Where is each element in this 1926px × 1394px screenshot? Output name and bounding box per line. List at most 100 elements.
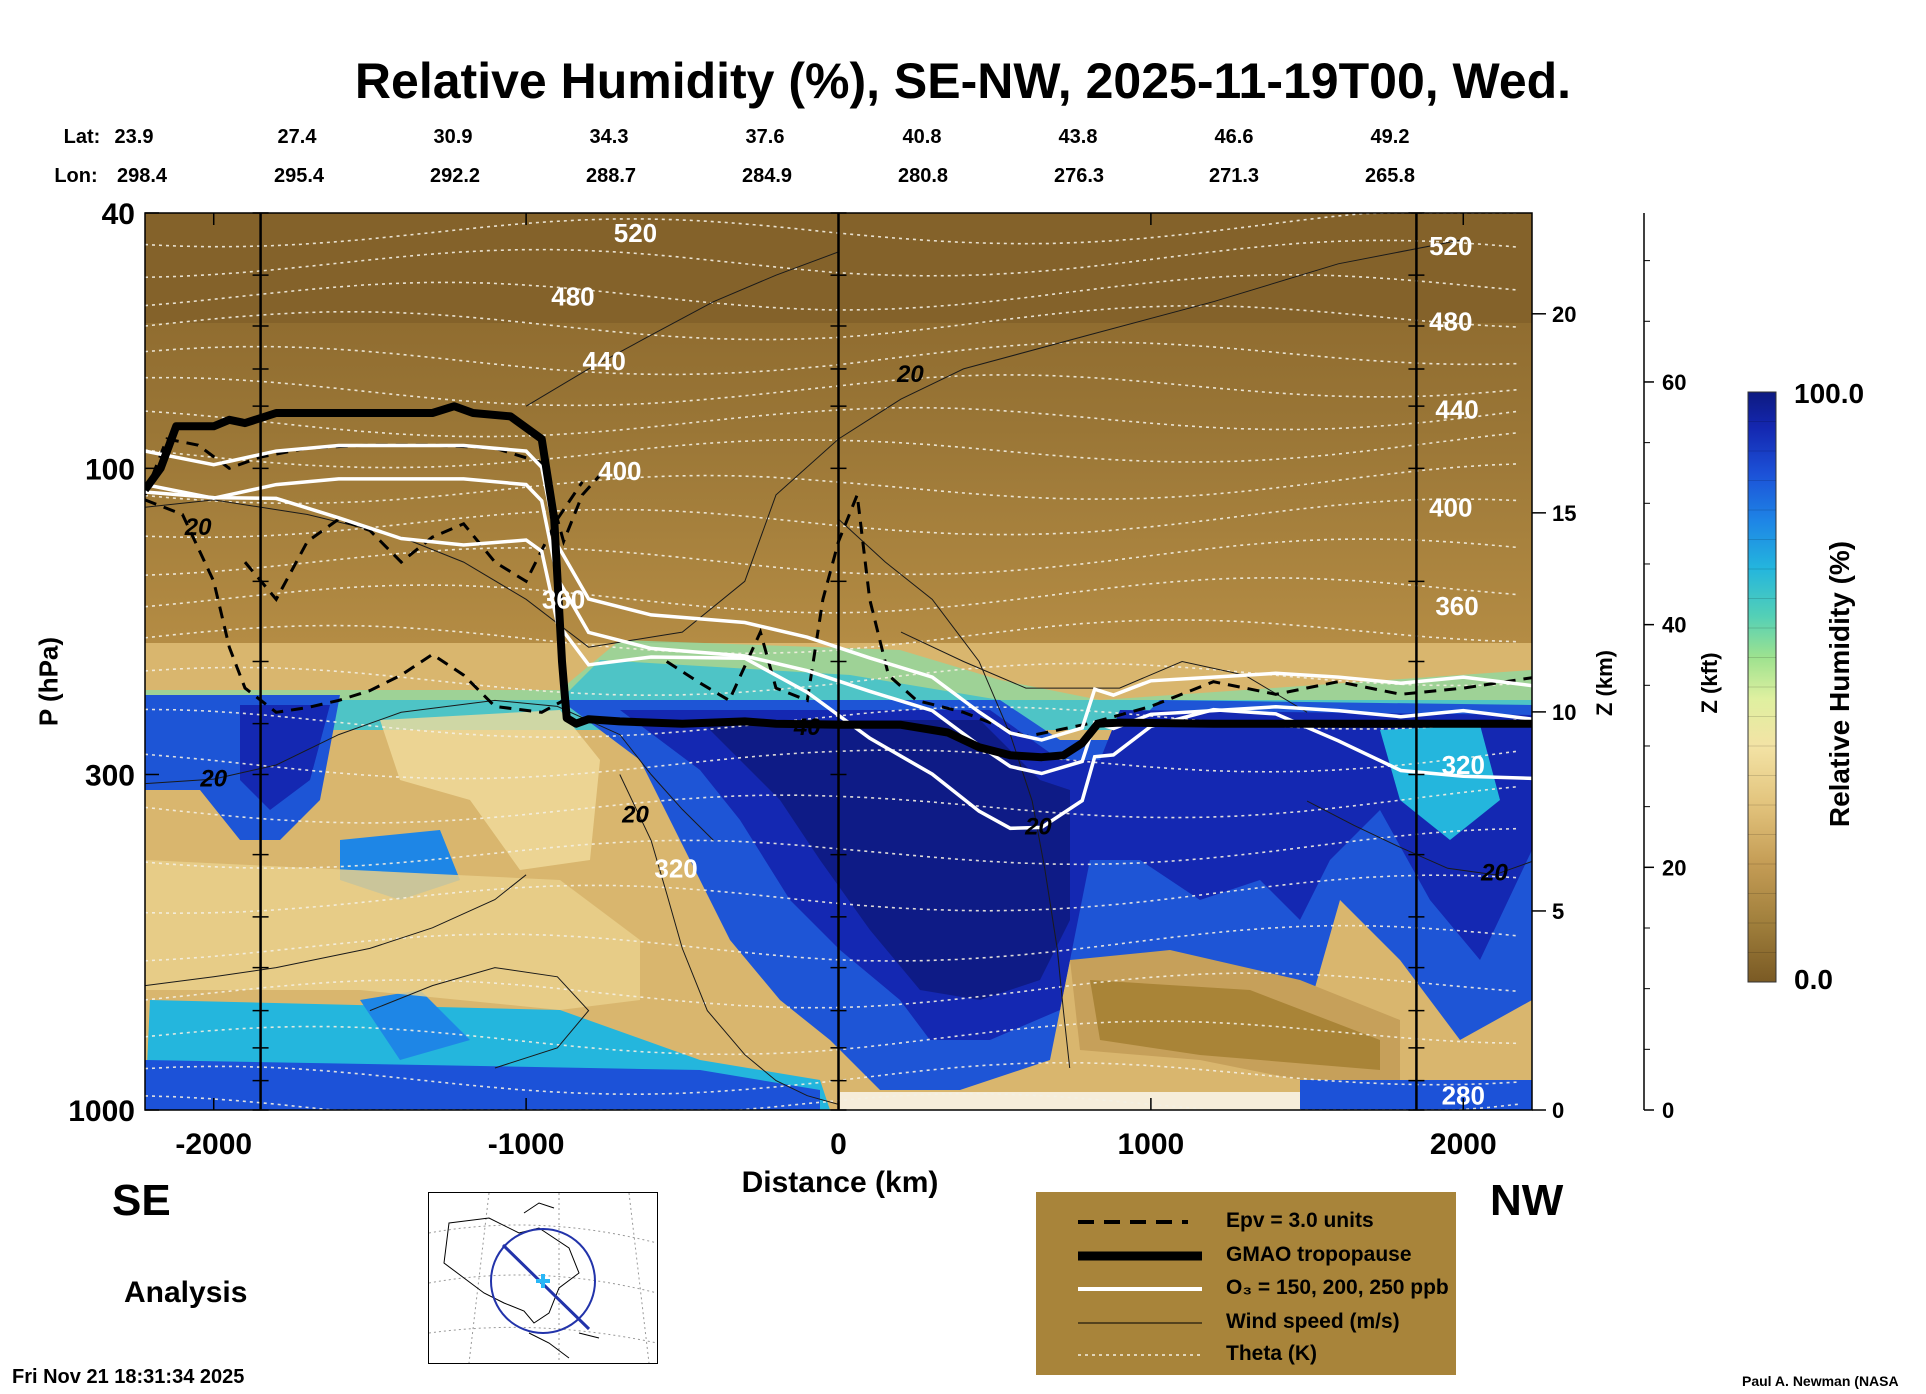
lon-value: 288.7 (585, 165, 637, 187)
x-tick-label: 0 (830, 1128, 847, 1161)
colorbar-label: Relative Humidity (%) (1824, 540, 1855, 828)
theta-label: 400 (1429, 492, 1472, 522)
wind-label: 20 (184, 514, 212, 541)
z-km-axis-title: Z (km) (1570, 650, 1630, 716)
zkft-tick-label: 0 (1662, 1098, 1674, 1123)
z-kft-label: Z (kft) (1697, 652, 1722, 714)
lat-label: Lat: (63, 126, 101, 148)
lat-value: 37.6 (745, 126, 785, 148)
wind-label: 20 (621, 801, 649, 828)
x-tick-label: -1000 (488, 1128, 565, 1161)
legend-label-wind: Wind speed (m/s) (1226, 1310, 1400, 1333)
lat-value: 43.8 (1058, 126, 1098, 148)
colorbar (1747, 391, 1777, 983)
theta-contour (145, 1092, 1520, 1110)
ozone-contour (145, 477, 1532, 776)
epv-contour (145, 437, 603, 547)
colorbar-bands (1748, 421, 1776, 953)
x-tick-label: 2000 (1430, 1128, 1497, 1161)
z-kft-axis-title: Z (kft) (1675, 650, 1735, 713)
se-label: SE (112, 1176, 171, 1225)
ozone-contours (145, 443, 1532, 831)
theta-contour (145, 972, 1520, 1009)
lon-value: 280.8 (897, 165, 949, 187)
ozone-contour (145, 443, 1532, 742)
epv-contour (665, 494, 1532, 739)
legend-box: Epv = 3.0 units GMAO tropopause O₃ = 150… (1036, 1192, 1456, 1375)
lat-value: 23.9 (114, 126, 154, 148)
epv-contours (145, 437, 1532, 739)
theta-label: 320 (1442, 750, 1485, 780)
legend-label-theta: Theta (K) (1226, 1342, 1317, 1365)
zkft-tick-label: 40 (1662, 613, 1686, 638)
legend-swatches (1078, 1220, 1202, 1356)
zkm-tick-label: 5 (1552, 899, 1564, 924)
wind-label: 20 (1480, 860, 1508, 887)
wind-contour (145, 699, 714, 841)
theta-label: 480 (551, 282, 594, 312)
credit: Paul A. Newman (NASA (1742, 1373, 1899, 1389)
theta-label: 360 (1435, 591, 1478, 621)
theta-contour (145, 273, 1520, 311)
zkm-tick-label: 20 (1552, 302, 1576, 327)
lon-value: 298.4 (116, 165, 168, 187)
lon-value: 295.4 (273, 165, 325, 187)
theta-contour (145, 538, 1520, 576)
colorbar-title: Relative Humidity (%) (1810, 541, 1870, 827)
theta-label: 520 (1429, 231, 1472, 261)
legend-label-ozone: O₃ = 150, 200, 250 ppb (1226, 1276, 1449, 1299)
legend-label-tropopause: GMAO tropopause (1226, 1243, 1412, 1266)
theta-contours (145, 213, 1520, 1110)
wind-contour (525, 251, 839, 407)
lon-value: 271.3 (1208, 165, 1260, 187)
theta-contour (145, 431, 1520, 469)
theta-contour (145, 827, 1520, 870)
theta-contour (145, 239, 1520, 279)
lon-value: 292.2 (429, 165, 481, 187)
theta-contour (145, 341, 1520, 376)
x-axis-title: Distance (km) (741, 1166, 939, 1199)
lon-value: 276.3 (1053, 165, 1105, 187)
lat-value: 49.2 (1370, 126, 1410, 148)
z-km-label: Z (km) (1592, 650, 1617, 716)
inset-map (428, 1192, 658, 1364)
chart-title: Relative Humidity (%), SE-NW, 2025-11-19… (354, 53, 1572, 109)
theta-label: 400 (598, 456, 641, 486)
theta-label: 440 (1435, 395, 1478, 425)
tropopause-curve (145, 402, 1532, 762)
legend-label-epv: Epv = 3.0 units (1226, 1209, 1374, 1232)
theta-contour (145, 498, 1520, 539)
lon-row: Lon: 298.4 295.4 292.2 288.7 284.9 280.8… (0, 165, 1926, 191)
wind-contour (369, 967, 590, 1069)
zkft-tick-label: 60 (1662, 370, 1686, 395)
contour-labels: 5204804404003603205204804404003603202802… (184, 218, 1509, 1111)
theta-label: 440 (583, 346, 626, 376)
inset-map-svg (429, 1193, 657, 1363)
wind-contour (619, 774, 839, 1105)
theta-contour (145, 1062, 1520, 1096)
theta-contour (145, 213, 1520, 248)
x-tick-label: 1000 (1118, 1128, 1185, 1161)
lon-label: Lon: (54, 165, 98, 187)
lat-value: 46.6 (1214, 126, 1254, 148)
y-tick-label: 300 (85, 759, 135, 792)
epv-contour (145, 498, 565, 714)
theta-contour (145, 924, 1520, 962)
theta-contour (145, 785, 1520, 824)
wind-contour (1306, 800, 1532, 876)
zkm-tick-label: 15 (1552, 501, 1576, 526)
theta-contour (145, 749, 1520, 780)
lon-value: 284.9 (741, 165, 793, 187)
epv-contour (243, 481, 584, 602)
theta-label: 320 (654, 853, 697, 883)
ozone-contour (145, 490, 1532, 831)
theta-label: 360 (542, 584, 585, 614)
zkm-tick-label: 10 (1552, 700, 1576, 725)
y-axis-title: P (hPa) (20, 637, 80, 726)
y-tick-label: 1000 (68, 1095, 135, 1128)
y-tick-label: 40 (102, 198, 135, 231)
colorbar-min: 0.0 (1794, 964, 1833, 995)
lat-value: 34.3 (589, 126, 629, 148)
theta-contour (145, 619, 1520, 655)
timestamp: Fri Nov 21 18:31:34 2025 (12, 1366, 245, 1388)
